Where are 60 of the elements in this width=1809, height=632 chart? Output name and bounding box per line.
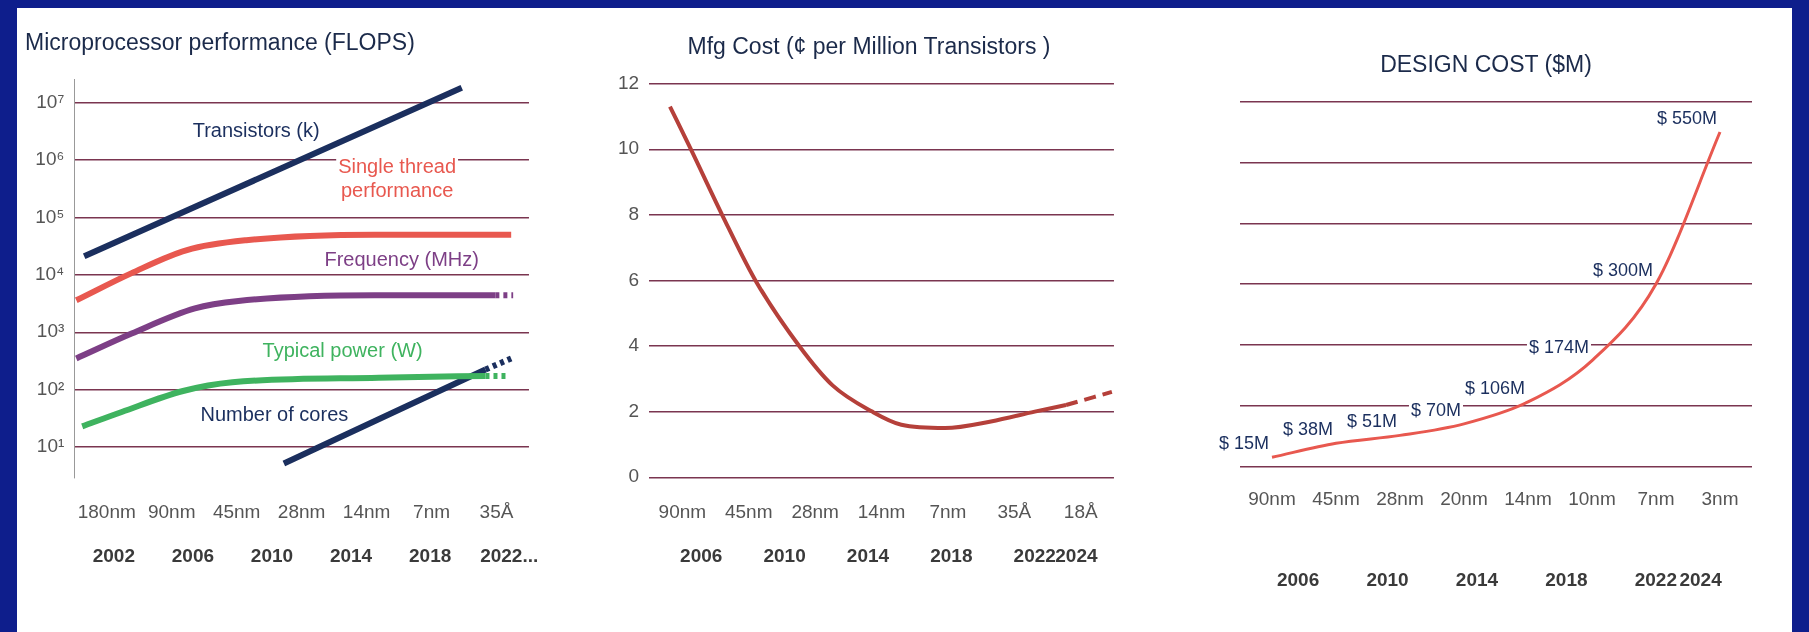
series-label: Typical power (W) [262, 339, 423, 362]
y-tick-label: 10⁴ [34, 263, 65, 285]
data-label: $ 174M [1528, 336, 1589, 357]
x-tick-label: 28nm [1376, 488, 1424, 510]
y-tick-label: 10 [617, 137, 640, 159]
text: 35Å [997, 501, 1032, 523]
y-tick-label: 12 [617, 71, 640, 93]
x2-tick-label: 2024 [1679, 568, 1723, 590]
x-tick-label: 20nm [1440, 488, 1488, 510]
series-label: Transistors (k) [192, 118, 320, 141]
y-tick-label: 10⁷ [36, 90, 65, 112]
chart-title: Microprocessor performance (FLOPS) [25, 29, 415, 56]
data-label: $ 550M [1656, 107, 1717, 128]
x-tick-label: 2010 [763, 544, 806, 566]
text: 18Å [1063, 501, 1098, 523]
y-tick-label: 6 [628, 268, 640, 290]
chart-title: Mfg Cost (¢ per Million Transistors ) [687, 33, 1051, 60]
y-tick-label: 10² [36, 377, 65, 399]
x2-tick-label: 2022 [1634, 568, 1677, 590]
x-tick-label: 2018 [930, 544, 973, 566]
data-label: $ 70M [1410, 399, 1461, 420]
data-label: $ 300M [1592, 259, 1653, 280]
data-label: $ 15M [1218, 433, 1269, 454]
y-tick-label: 10⁵ [35, 205, 65, 227]
x-tick-label: 2006 [171, 544, 215, 566]
x-tick-label: 2002 [92, 544, 135, 566]
x-tick-label: 10nm [1568, 488, 1616, 510]
x-tick-label: 7nm [1637, 488, 1675, 510]
x-tick-label: 2014 [846, 544, 890, 566]
text: 180nm [77, 501, 136, 523]
data-label: $ 106M [1464, 377, 1525, 398]
x2-tick-label: 2014 [1455, 568, 1499, 590]
x-tick-label: 2006 [680, 544, 723, 566]
series-label: Frequency (MHz) [324, 248, 479, 271]
x-tick-label: 2022 [1013, 544, 1056, 566]
data-label: $ 38M [1282, 419, 1333, 440]
x-tick-label: 90nm [1248, 488, 1296, 510]
y-tick-label: 8 [628, 203, 640, 225]
y-tick-label: 4 [628, 334, 640, 356]
y-tick-label: 10⁶ [35, 148, 65, 170]
x-tick-label: 3nm [1701, 488, 1739, 510]
y-tick-label: 10¹ [36, 435, 65, 457]
x-tick-label: 2024 [1055, 544, 1098, 566]
x-tick-label: 2014 [329, 544, 373, 566]
x-tick-label: 2018 [408, 544, 452, 566]
series-label: Number of cores [200, 403, 349, 426]
x2-tick-label: 2018 [1545, 568, 1588, 590]
y-tick-label: 0 [628, 465, 640, 487]
data-label: $ 51M [1346, 411, 1397, 432]
x-tick-label: 14nm [1504, 488, 1552, 510]
y-tick-label: 2 [628, 399, 640, 421]
x-tick-label: 45nm [1312, 488, 1360, 510]
x2-tick-label: 2010 [1366, 568, 1409, 590]
series-label: Single thread performance [338, 154, 457, 201]
text: 35Å [479, 501, 514, 523]
chart-title: DESIGN COST ($M) [1380, 51, 1592, 78]
x2-tick-label: 2006 [1276, 568, 1320, 590]
x-tick-label: 2010 [250, 544, 294, 566]
x-tick-label: 2022... [480, 544, 539, 566]
y-tick-label: 10³ [36, 320, 65, 342]
